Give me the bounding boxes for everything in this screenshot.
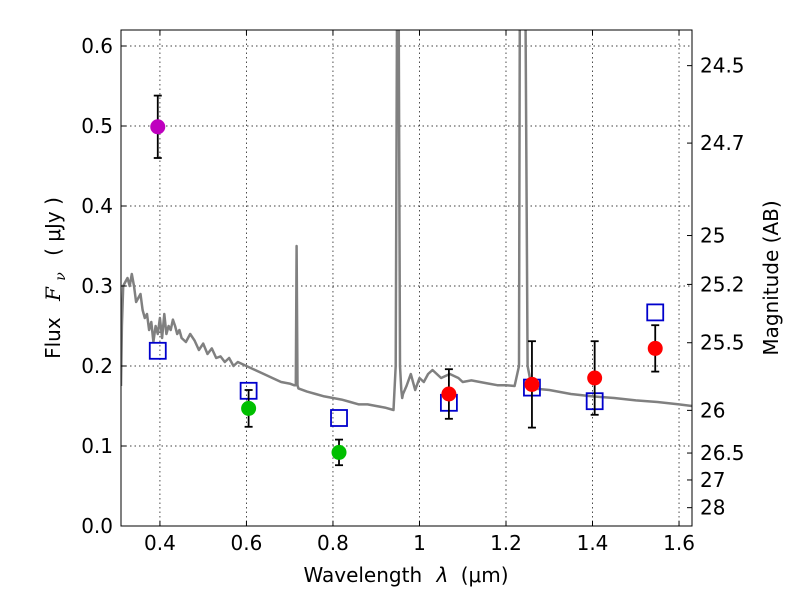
magnitude-tick-label: 25 bbox=[700, 224, 725, 248]
grid-lines bbox=[121, 30, 692, 527]
tick-marks bbox=[121, 30, 692, 527]
y-tick-labels: 0.0 0.1 0.2 0.3 0.4 0.5 0.6 bbox=[81, 34, 113, 538]
magnitude-tick-label: 24.5 bbox=[700, 54, 745, 78]
magnitude-tick-label: 28 bbox=[700, 496, 725, 520]
x-tick-label: 1.2 bbox=[490, 531, 522, 555]
right-axis-label: Magnitude (AB) bbox=[759, 200, 783, 355]
magnitude-tick-label: 26 bbox=[700, 398, 725, 422]
observed-flux-point bbox=[241, 400, 257, 416]
observed-flux-point bbox=[150, 119, 166, 135]
x-tick-label: 1.4 bbox=[577, 531, 609, 555]
x-tick-label: 0.4 bbox=[144, 531, 176, 555]
y-tick-label: 0.2 bbox=[81, 354, 113, 378]
x-tick-label: 1.6 bbox=[663, 531, 695, 555]
sed-curve-layer bbox=[121, 30, 692, 412]
x-tick-labels: 0.4 0.6 0.8 1 1.2 1.4 1.6 bbox=[144, 531, 695, 555]
y-tick-label: 0.5 bbox=[81, 114, 113, 138]
y-tick-label: 0.4 bbox=[81, 194, 113, 218]
observed-flux-point bbox=[441, 386, 457, 402]
y-tick-label: 0.3 bbox=[81, 274, 113, 298]
model-points-layer bbox=[148, 303, 665, 427]
magnitude-tick-label: 24.7 bbox=[700, 131, 745, 155]
observed-flux-point bbox=[524, 376, 540, 392]
magnitude-tick-label: 26.5 bbox=[700, 441, 745, 465]
observed-flux-point bbox=[331, 444, 347, 460]
y-tick-label: 0.1 bbox=[81, 434, 113, 458]
x-tick-label: 0.8 bbox=[317, 531, 349, 555]
magnitude-tick-label: 27 bbox=[700, 468, 725, 492]
y-tick-label: 0.0 bbox=[81, 514, 113, 538]
magnitude-tick-label: 25.2 bbox=[700, 272, 745, 296]
observed-points-layer bbox=[150, 94, 663, 467]
x-tick-label: 0.6 bbox=[231, 531, 263, 555]
model-photometry-square bbox=[148, 341, 167, 360]
x-axis-label: Wavelength λ (μm) bbox=[303, 563, 508, 587]
plot-frame bbox=[120, 29, 693, 527]
model-photometry-square bbox=[330, 409, 348, 427]
magnitude-tick-label: 25.5 bbox=[700, 331, 745, 355]
observed-flux-point bbox=[647, 340, 663, 356]
y-axis-label: Flux F ν ( μJy ) bbox=[41, 197, 70, 359]
magnitude-tick-labels: 24.5 24.7 25 25.2 25.5 26 26.5 27 28 bbox=[700, 54, 745, 520]
sed-curve bbox=[121, 30, 692, 412]
y-tick-label: 0.6 bbox=[81, 34, 113, 58]
observed-flux-point bbox=[587, 370, 603, 386]
x-tick-label: 1 bbox=[413, 531, 426, 555]
model-photometry-square bbox=[646, 303, 665, 322]
